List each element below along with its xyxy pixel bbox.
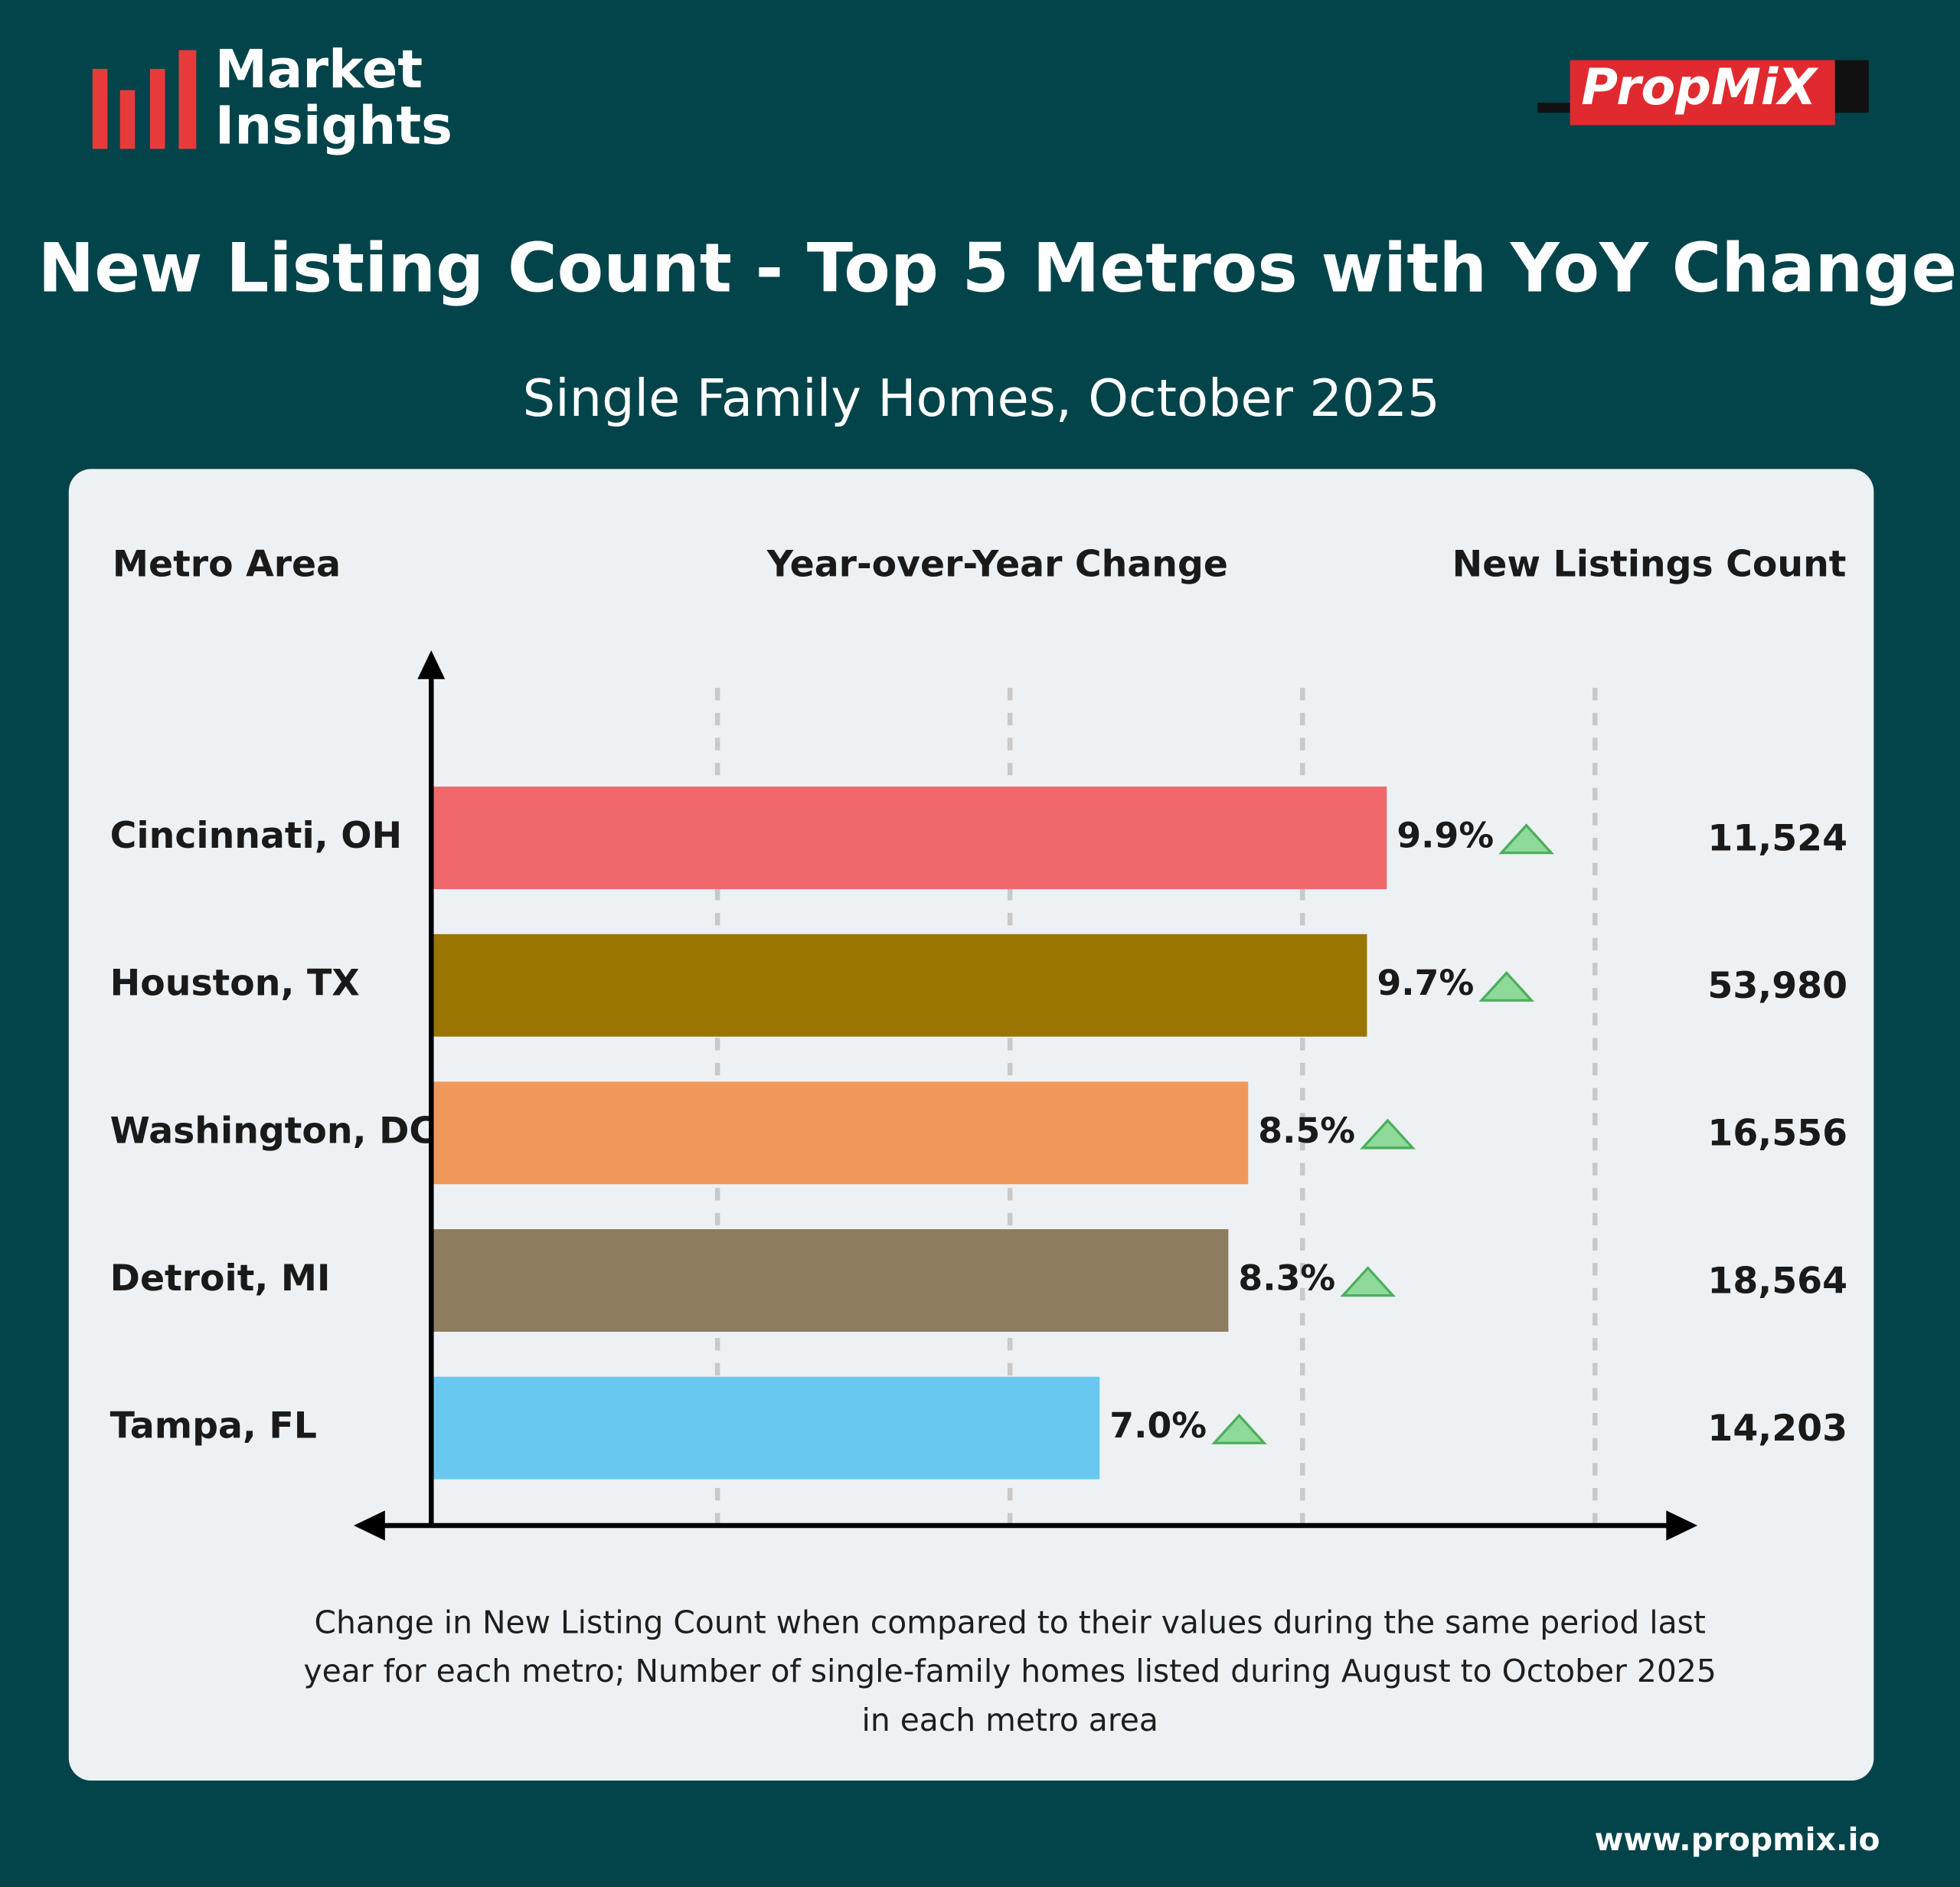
value-label: 9.9% — [1396, 816, 1494, 856]
count-label: 16,556 — [1707, 1113, 1847, 1155]
url: www.propmix.io — [1595, 1821, 1880, 1858]
value-label: 8.5% — [1258, 1110, 1355, 1151]
count-label: 14,203 — [1707, 1408, 1847, 1450]
logo-text: PropMiX — [1581, 58, 1819, 116]
count-label: 11,524 — [1707, 817, 1847, 859]
axes — [374, 669, 1675, 1529]
category-label: Tampa, FL — [110, 1405, 317, 1447]
up-indicator — [1478, 970, 1535, 1002]
bar — [431, 1376, 1100, 1480]
note: Change in New Listing Count when compare… — [303, 1604, 1717, 1738]
column-header: Year-over-Year Change — [766, 544, 1228, 586]
brand-mark — [92, 50, 197, 149]
axis-arrow — [1666, 1510, 1698, 1541]
note-box: Change in New Listing Count when compare… — [303, 1604, 1717, 1738]
logo-deco — [1834, 60, 1869, 113]
value-label: 7.0% — [1109, 1405, 1207, 1446]
up-indicator — [1498, 823, 1554, 855]
brand-line1: Market — [215, 39, 423, 100]
value-label: 8.3% — [1238, 1258, 1335, 1299]
axis-arrow — [354, 1510, 385, 1541]
logo-deco — [1537, 103, 1573, 113]
value-label: 9.7% — [1377, 963, 1475, 1003]
bar — [431, 787, 1387, 889]
bar — [431, 934, 1367, 1037]
chart-title: New Listing Count - Top 5 Metros with Yo… — [38, 228, 1957, 307]
up-indicator — [1340, 1266, 1396, 1297]
chart-subtitle: Single Family Homes, October 2025 — [523, 368, 1440, 428]
axis-arrow — [417, 650, 446, 679]
category-label: Detroit, MI — [110, 1257, 331, 1300]
brand-line2: Insights — [215, 95, 452, 156]
category-label: Houston, TX — [110, 963, 360, 1005]
bar — [431, 1081, 1249, 1185]
column-header: New Listings Count — [1452, 544, 1847, 586]
category-label: Washington, DC — [110, 1110, 436, 1152]
column-header: Metro Area — [113, 544, 341, 586]
up-indicator — [1360, 1118, 1416, 1150]
bar — [431, 1229, 1229, 1332]
count-label: 53,980 — [1707, 965, 1847, 1007]
logo-box — [1570, 60, 1835, 126]
up-indicator — [1211, 1413, 1267, 1444]
category-label: Cincinnati, OH — [110, 815, 402, 857]
count-label: 18,564 — [1707, 1260, 1847, 1302]
